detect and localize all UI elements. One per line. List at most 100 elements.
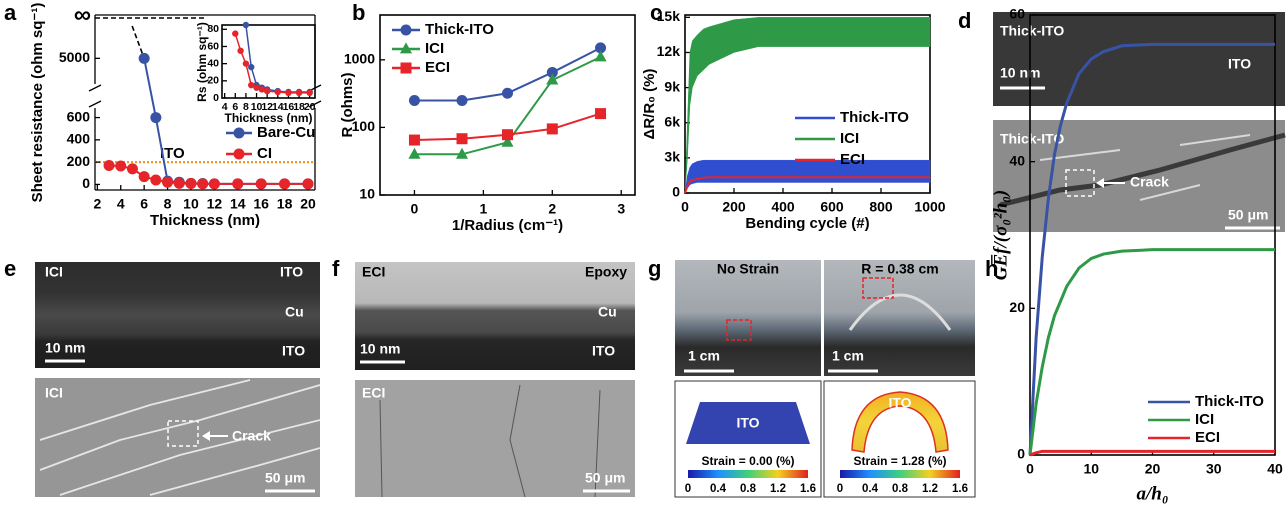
marker bbox=[139, 53, 150, 64]
image-label: ICI bbox=[45, 385, 63, 401]
x-axis-label: a/h₀ bbox=[1137, 483, 1169, 504]
y-tick-label: 400 bbox=[67, 131, 91, 147]
x-tick-label: 400 bbox=[771, 199, 795, 215]
legend-marker bbox=[234, 128, 245, 139]
colorbar bbox=[840, 470, 960, 478]
x-tick-label: 2 bbox=[93, 196, 101, 212]
colorbar-tick-label: 1.6 bbox=[952, 483, 968, 495]
colorbar-tick-label: 0.4 bbox=[862, 483, 879, 495]
marker bbox=[243, 22, 249, 28]
series-line bbox=[109, 165, 308, 183]
panel-label: g bbox=[648, 256, 661, 281]
legend-label: Bare-Cu bbox=[257, 124, 315, 141]
marker bbox=[285, 90, 291, 96]
marker bbox=[115, 161, 126, 172]
x-tick-label: 14 bbox=[230, 196, 246, 212]
inset-x-label: Thickness (nm) bbox=[224, 111, 312, 125]
y-tick-label: 0 bbox=[1017, 446, 1025, 462]
legend-label: ECI bbox=[425, 59, 450, 76]
legend-label: ICI bbox=[1195, 411, 1214, 428]
legend-label: CI bbox=[257, 145, 272, 162]
x-tick-label: 10 bbox=[1083, 461, 1099, 477]
x-tick-label: 30 bbox=[1206, 461, 1222, 477]
panel-label: e bbox=[4, 256, 16, 281]
x-tick-label: 40 bbox=[1267, 461, 1283, 477]
legend-label: Thick-ITO bbox=[1195, 393, 1264, 410]
image-label: Thick-ITO bbox=[1000, 131, 1064, 147]
marker bbox=[302, 178, 313, 189]
y-tick-label: 10 bbox=[359, 186, 375, 202]
x-tick-label: 16 bbox=[253, 196, 269, 212]
panel-label: b bbox=[352, 0, 365, 25]
marker bbox=[502, 88, 513, 99]
marker bbox=[279, 178, 290, 189]
x-tick-label: 1 bbox=[479, 201, 487, 217]
x-tick-label: 0 bbox=[681, 199, 689, 215]
marker bbox=[150, 112, 161, 123]
x-axis-label: Thickness (nm) bbox=[150, 212, 260, 229]
x-tick-label: 2 bbox=[548, 201, 556, 217]
marker bbox=[139, 171, 150, 182]
y-axis-label: GE̅f/(σ₀²h₀) bbox=[990, 190, 1011, 280]
marker bbox=[409, 135, 420, 146]
colorbar-tick-label: 0 bbox=[837, 483, 843, 495]
photo-label: R = 0.38 cm bbox=[861, 261, 938, 277]
x-axis-label: 1/Radius (cm⁻¹) bbox=[452, 217, 563, 234]
layer-label: Cu bbox=[598, 304, 617, 320]
marker bbox=[296, 90, 302, 96]
crack-label: Crack bbox=[1130, 174, 1169, 190]
marker bbox=[174, 178, 185, 189]
image-label: ICI bbox=[45, 264, 63, 280]
scale-label: 50 μm bbox=[1228, 207, 1268, 223]
y-tick-label: 0 bbox=[82, 175, 90, 191]
x-tick-label: 800 bbox=[869, 199, 893, 215]
x-tick-label: 18 bbox=[277, 196, 293, 212]
y-tick-label: 15k bbox=[657, 8, 681, 24]
legend-label: ICI bbox=[425, 40, 444, 57]
panel-label: d bbox=[958, 8, 971, 33]
marker bbox=[594, 50, 606, 61]
marker bbox=[162, 177, 173, 188]
colorbar bbox=[688, 470, 808, 478]
x-tick-label: 10 bbox=[183, 196, 199, 212]
x-tick-label: 3 bbox=[617, 201, 625, 217]
y-tick-label: 9k bbox=[664, 78, 680, 94]
image-label: Thick-ITO bbox=[1000, 23, 1064, 39]
y-tick-label: 0 bbox=[213, 92, 219, 104]
y-axis-label: ΔR/R₀ (%) bbox=[641, 69, 658, 140]
marker bbox=[104, 160, 115, 171]
x-axis-label: Bending cycle (#) bbox=[745, 215, 869, 232]
legend-marker bbox=[234, 149, 245, 160]
legend-label: Thick-ITO bbox=[425, 21, 494, 38]
x-tick-label: 0 bbox=[1026, 461, 1034, 477]
marker bbox=[150, 174, 161, 185]
marker bbox=[256, 178, 267, 189]
panel-label: a bbox=[4, 0, 17, 25]
marker bbox=[457, 95, 468, 106]
layer-label: ITO bbox=[280, 264, 303, 280]
y-tick-label: 200 bbox=[67, 153, 91, 169]
legend-marker bbox=[401, 63, 412, 74]
scale-label: 50 μm bbox=[585, 470, 625, 486]
marker bbox=[457, 133, 468, 144]
layer-label: ITO bbox=[1228, 56, 1251, 72]
series-line bbox=[1030, 250, 1275, 455]
colorbar-tick-label: 0.4 bbox=[710, 483, 727, 495]
x-tick-label: 6 bbox=[140, 196, 148, 212]
figure: a b c d e f g h Thick-ITO ITO 10 nm Thic… bbox=[0, 0, 1288, 508]
y-tick-label: 60 bbox=[1009, 6, 1025, 22]
series-line bbox=[246, 25, 310, 92]
legend-label: Thick-ITO bbox=[840, 109, 909, 126]
marker bbox=[409, 95, 420, 106]
scale-label: 10 nm bbox=[360, 341, 400, 357]
image-label: ECI bbox=[362, 264, 385, 280]
y-axis-label: Sheet resistance (ohm sq⁻¹) bbox=[29, 3, 46, 203]
y-tick-label: 0 bbox=[672, 184, 680, 200]
marker bbox=[264, 88, 270, 94]
colorbar-tick-label: 0.8 bbox=[740, 483, 757, 495]
colorbar-tick-label: 1.2 bbox=[922, 483, 938, 495]
plot-frame bbox=[380, 15, 635, 195]
marker bbox=[232, 178, 243, 189]
x-tick-label: 600 bbox=[820, 199, 844, 215]
legend-label: ECI bbox=[840, 151, 865, 168]
